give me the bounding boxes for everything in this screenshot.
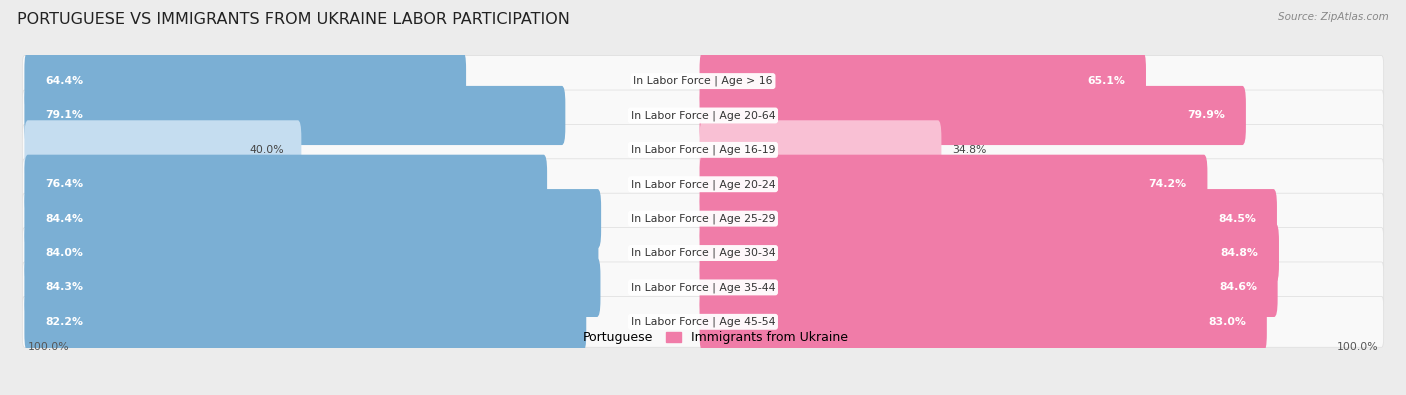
FancyBboxPatch shape [24,189,602,248]
Text: 84.5%: 84.5% [1219,214,1257,224]
Text: 84.3%: 84.3% [45,282,83,292]
Text: 74.2%: 74.2% [1149,179,1187,189]
Text: In Labor Force | Age 20-24: In Labor Force | Age 20-24 [631,179,775,190]
Text: In Labor Force | Age 35-44: In Labor Force | Age 35-44 [631,282,775,293]
Text: 34.8%: 34.8% [952,145,986,155]
Text: 65.1%: 65.1% [1087,76,1125,86]
Text: 83.0%: 83.0% [1208,317,1246,327]
FancyBboxPatch shape [24,120,301,179]
Text: In Labor Force | Age 20-64: In Labor Force | Age 20-64 [631,110,775,121]
Text: 40.0%: 40.0% [249,145,284,155]
FancyBboxPatch shape [22,159,1384,210]
Text: PORTUGUESE VS IMMIGRANTS FROM UKRAINE LABOR PARTICIPATION: PORTUGUESE VS IMMIGRANTS FROM UKRAINE LA… [17,12,569,27]
FancyBboxPatch shape [22,262,1384,313]
FancyBboxPatch shape [700,120,942,179]
Text: 84.0%: 84.0% [45,248,83,258]
Text: 84.6%: 84.6% [1219,282,1257,292]
Text: 79.9%: 79.9% [1187,111,1225,120]
FancyBboxPatch shape [700,292,1267,352]
FancyBboxPatch shape [24,224,599,282]
Text: 84.8%: 84.8% [1220,248,1258,258]
Text: Source: ZipAtlas.com: Source: ZipAtlas.com [1278,12,1389,22]
Text: 82.2%: 82.2% [45,317,83,327]
FancyBboxPatch shape [700,258,1278,317]
FancyBboxPatch shape [22,228,1384,278]
Text: 100.0%: 100.0% [1337,342,1378,352]
Text: In Labor Force | Age 16-19: In Labor Force | Age 16-19 [631,145,775,155]
Text: 64.4%: 64.4% [45,76,83,86]
FancyBboxPatch shape [700,155,1208,214]
Text: 79.1%: 79.1% [45,111,83,120]
FancyBboxPatch shape [700,51,1146,111]
FancyBboxPatch shape [700,189,1277,248]
Text: In Labor Force | Age 25-29: In Labor Force | Age 25-29 [631,213,775,224]
FancyBboxPatch shape [22,56,1384,107]
Text: 76.4%: 76.4% [45,179,83,189]
Legend: Portuguese, Immigrants from Ukraine: Portuguese, Immigrants from Ukraine [558,331,848,344]
FancyBboxPatch shape [24,51,465,111]
FancyBboxPatch shape [700,86,1246,145]
FancyBboxPatch shape [24,86,565,145]
FancyBboxPatch shape [22,296,1384,347]
FancyBboxPatch shape [22,193,1384,244]
FancyBboxPatch shape [24,258,600,317]
Text: In Labor Force | Age 30-34: In Labor Force | Age 30-34 [631,248,775,258]
Text: 84.4%: 84.4% [45,214,83,224]
Text: In Labor Force | Age > 16: In Labor Force | Age > 16 [633,76,773,87]
FancyBboxPatch shape [22,124,1384,175]
FancyBboxPatch shape [24,292,586,352]
FancyBboxPatch shape [24,155,547,214]
FancyBboxPatch shape [22,90,1384,141]
Text: 100.0%: 100.0% [28,342,69,352]
FancyBboxPatch shape [700,224,1279,282]
Text: In Labor Force | Age 45-54: In Labor Force | Age 45-54 [631,316,775,327]
